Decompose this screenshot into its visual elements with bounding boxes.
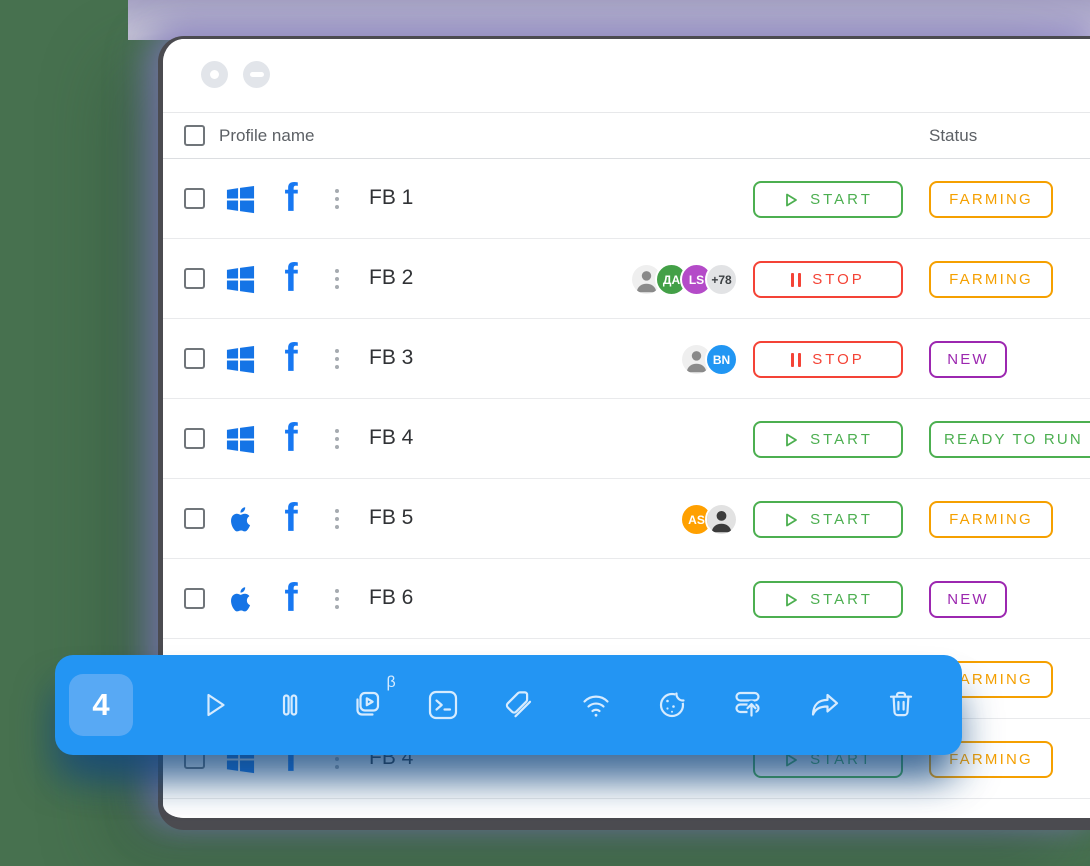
facebook-icon: f bbox=[278, 818, 304, 830]
row-menu-icon[interactable] bbox=[333, 587, 341, 611]
facebook-icon: f bbox=[284, 496, 298, 540]
profile-name: FB 4 bbox=[369, 426, 414, 449]
table-header: Profile name Status bbox=[163, 112, 1090, 159]
record-button[interactable] bbox=[201, 61, 228, 88]
table-row[interactable]: f FB 1 START FARMING bbox=[163, 159, 1090, 239]
facebook-icon: f bbox=[284, 336, 298, 380]
pause-icon bbox=[791, 272, 802, 287]
pause-icon bbox=[791, 352, 802, 367]
facebook-icon: f bbox=[284, 576, 298, 620]
avatar-group: BN bbox=[680, 343, 738, 376]
cookies-icon[interactable] bbox=[655, 688, 689, 722]
row-checkbox[interactable] bbox=[184, 828, 205, 830]
row-menu-icon[interactable] bbox=[333, 267, 341, 291]
minimize-button[interactable] bbox=[243, 61, 270, 88]
windows-icon bbox=[225, 184, 256, 215]
row-checkbox[interactable] bbox=[184, 348, 205, 369]
bulk-actions-toolbar: 4 β bbox=[55, 655, 962, 755]
table-row[interactable]: f FB 3 BN STOP NEW bbox=[163, 319, 1090, 399]
start-button[interactable]: START bbox=[753, 421, 903, 458]
window-titlebar bbox=[163, 39, 1090, 112]
avatar bbox=[680, 823, 713, 830]
facebook-icon: f bbox=[284, 256, 298, 300]
profile-name: FB 5 bbox=[369, 506, 414, 529]
select-all-checkbox[interactable] bbox=[184, 125, 205, 146]
table-row[interactable]: f FB 2 ДА LS +78 STOP FARMING bbox=[163, 239, 1090, 319]
trash-icon[interactable] bbox=[884, 688, 918, 722]
row-menu-icon[interactable] bbox=[333, 427, 341, 451]
play-icon[interactable] bbox=[197, 688, 231, 722]
row-checkbox[interactable] bbox=[184, 588, 205, 609]
status-badge: NEW bbox=[929, 581, 1007, 618]
row-checkbox[interactable] bbox=[184, 508, 205, 529]
row-menu-icon[interactable] bbox=[333, 507, 341, 531]
start-button[interactable]: START bbox=[753, 501, 903, 538]
windows-icon bbox=[225, 344, 256, 375]
status-badge: NEW bbox=[929, 341, 1007, 378]
start-button[interactable]: START bbox=[753, 181, 903, 218]
avatar-group: ДА LS +78 bbox=[630, 263, 738, 296]
share-icon[interactable] bbox=[808, 688, 842, 722]
record-dot-icon bbox=[210, 70, 219, 79]
status-badge bbox=[929, 821, 1053, 830]
apple-icon bbox=[225, 584, 256, 615]
selected-count-badge: 4 bbox=[69, 674, 133, 736]
toolbar-icons: β bbox=[197, 674, 918, 722]
status-badge: READY TO RUN bbox=[929, 421, 1090, 458]
avatar: BN bbox=[705, 343, 738, 376]
apple-icon bbox=[225, 504, 256, 535]
status-badge: FARMING bbox=[929, 501, 1053, 538]
table-row[interactable]: f FB 6 START NEW bbox=[163, 559, 1090, 639]
row-checkbox[interactable] bbox=[184, 268, 205, 289]
app-window: Profile name Status f FB 1 START FARMING… bbox=[158, 36, 1090, 830]
photo-avatar bbox=[705, 503, 738, 536]
automation-icon[interactable]: β bbox=[350, 674, 396, 722]
status-badge: FARMING bbox=[929, 261, 1053, 298]
apple-icon bbox=[225, 824, 256, 830]
windows-icon bbox=[225, 424, 256, 455]
avatar bbox=[655, 823, 688, 830]
profile-name-header: Profile name bbox=[219, 126, 315, 145]
minimize-icon bbox=[249, 72, 264, 77]
profile-name: FB 1 bbox=[369, 186, 414, 209]
table-row[interactable]: f FB 4 START READY TO RUN bbox=[163, 399, 1090, 479]
windows-icon bbox=[225, 264, 256, 295]
row-checkbox[interactable] bbox=[184, 188, 205, 209]
console-icon[interactable] bbox=[426, 688, 460, 722]
profile-name: FB 2 bbox=[369, 266, 414, 289]
wifi-proxy-icon[interactable] bbox=[579, 688, 613, 722]
avatar bbox=[705, 823, 738, 830]
import-proxy-icon[interactable] bbox=[731, 688, 765, 722]
stop-button[interactable]: STOP bbox=[753, 821, 903, 830]
tags-icon[interactable] bbox=[502, 688, 536, 722]
stop-button[interactable]: STOP bbox=[753, 261, 903, 298]
avatar-group: AS bbox=[680, 503, 738, 536]
facebook-icon: f bbox=[284, 416, 298, 460]
stop-button[interactable]: STOP bbox=[753, 341, 903, 378]
profile-name: FB 3 bbox=[369, 346, 414, 369]
row-checkbox[interactable] bbox=[184, 428, 205, 449]
table-row[interactable]: f STOP bbox=[163, 799, 1090, 830]
row-menu-icon[interactable] bbox=[333, 347, 341, 371]
top-background-strip bbox=[128, 0, 1090, 40]
beta-badge: β bbox=[386, 674, 396, 691]
row-menu-icon[interactable] bbox=[333, 827, 341, 830]
start-button[interactable]: START bbox=[753, 581, 903, 618]
profile-table: f FB 1 START FARMING f FB 2 ДА LS +78 STOP… bbox=[163, 159, 1090, 830]
row-menu-icon[interactable] bbox=[333, 187, 341, 211]
table-row[interactable]: f FB 5 AS START FARMING bbox=[163, 479, 1090, 559]
pause-icon[interactable] bbox=[273, 688, 307, 722]
status-badge: FARMING bbox=[929, 181, 1053, 218]
profile-name: FB 6 bbox=[369, 586, 414, 609]
avatar: +78 bbox=[705, 263, 738, 296]
avatar-group bbox=[655, 823, 738, 830]
status-header: Status bbox=[929, 126, 978, 145]
facebook-icon: f bbox=[284, 176, 298, 220]
